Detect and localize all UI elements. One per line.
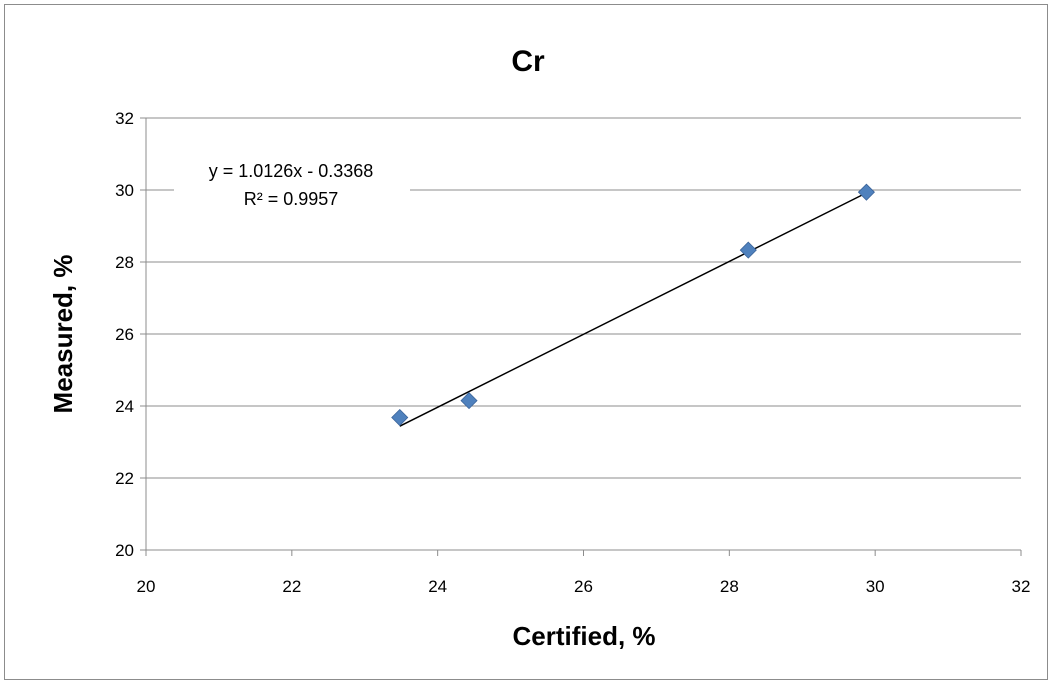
x-axis-title: Certified, %	[512, 621, 655, 651]
y-axis-title: Measured, %	[48, 255, 78, 414]
trendline-equation: y = 1.0126x - 0.3368	[209, 161, 374, 181]
data-point	[739, 241, 757, 259]
y-tick-label: 26	[115, 325, 134, 344]
x-tick-label: 24	[428, 577, 447, 596]
y-tick-label: 22	[115, 469, 134, 488]
data-point	[391, 408, 409, 427]
y-tick-label: 24	[115, 397, 134, 416]
axes	[140, 117, 1022, 556]
y-tick-label: 30	[115, 181, 134, 200]
x-tick-label: 20	[137, 577, 156, 596]
y-tick-label: 20	[115, 541, 134, 560]
x-tick-label: 28	[720, 577, 739, 596]
x-tick-label: 32	[1012, 577, 1031, 596]
x-tick-label: 30	[866, 577, 885, 596]
chart-frame	[4, 4, 1048, 680]
x-tick-label: 26	[574, 577, 593, 596]
y-tick-label: 32	[115, 109, 134, 128]
y-tick-label: 28	[115, 253, 134, 272]
data-point	[857, 183, 875, 201]
equation-label-background	[174, 152, 410, 216]
linear-trendline	[399, 192, 867, 427]
data-point	[460, 392, 478, 410]
chart-title: Cr	[511, 45, 545, 78]
x-tick-label: 22	[282, 577, 301, 596]
tick-labels: 20 22 24 26 28 30 32 20 22 24 26 28 30 32	[115, 109, 1030, 596]
data-points	[391, 183, 875, 427]
trendline-layer	[399, 192, 867, 427]
r-squared-label: R² = 0.9957	[244, 189, 339, 209]
